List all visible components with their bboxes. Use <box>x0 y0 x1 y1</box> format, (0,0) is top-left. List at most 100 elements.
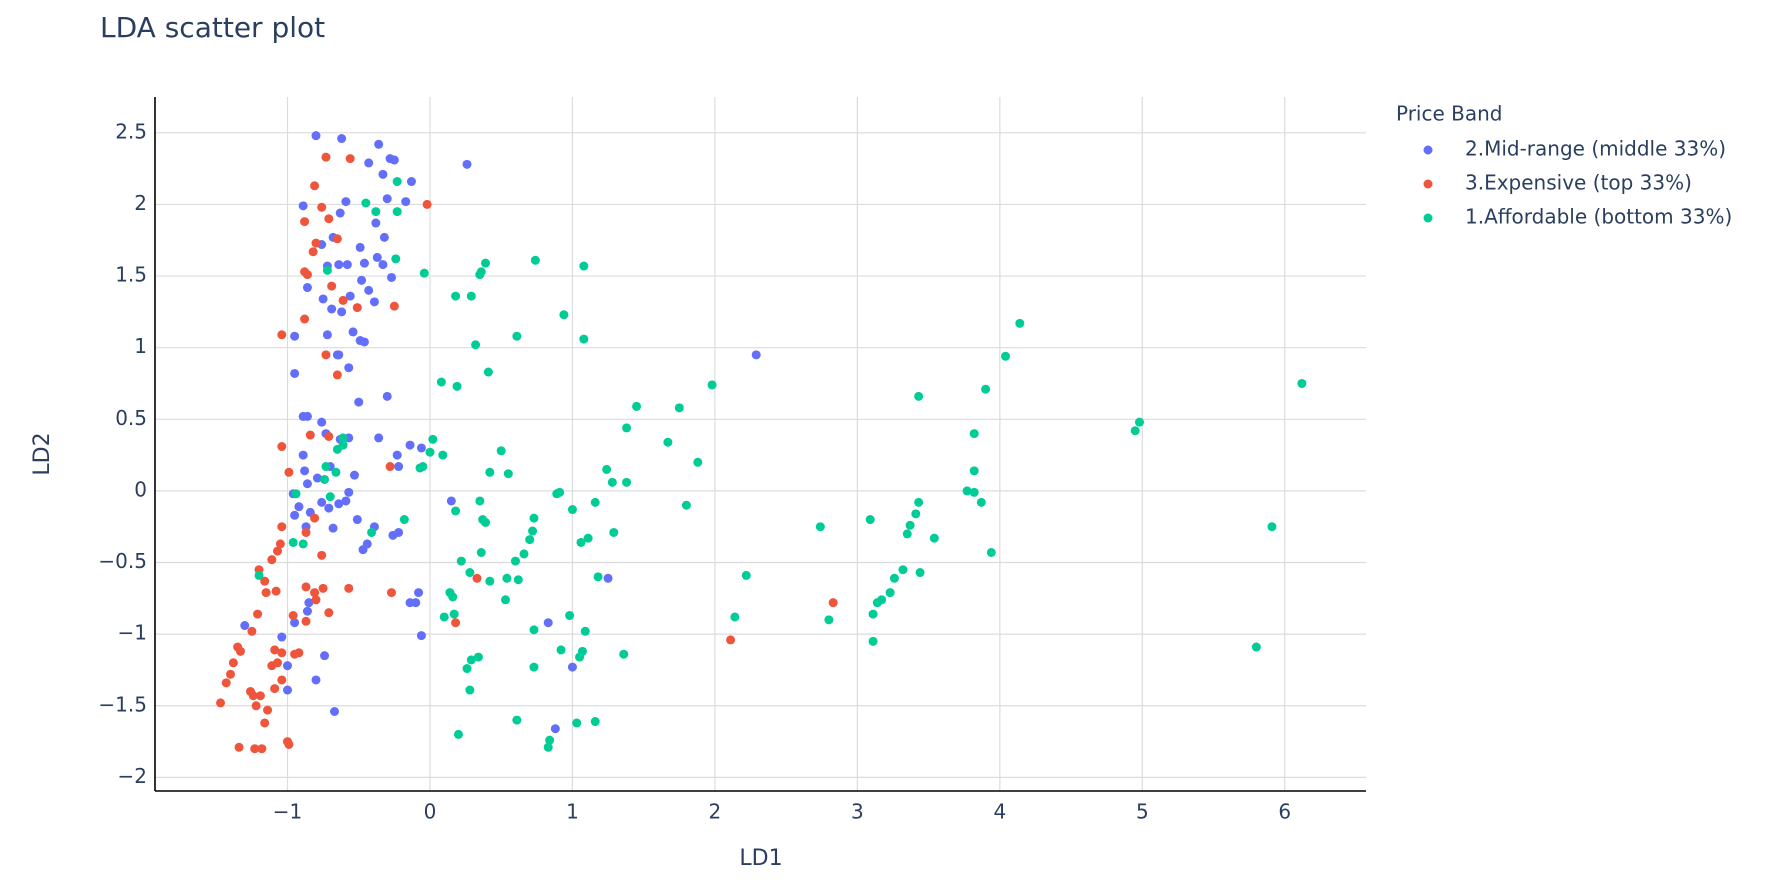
scatter-point <box>359 337 369 347</box>
scatter-point <box>308 247 318 257</box>
scatter-point <box>543 618 553 628</box>
scatter-point <box>475 496 485 506</box>
scatter-point <box>392 177 402 187</box>
scatter-point <box>389 301 399 311</box>
scatter-point <box>324 214 334 224</box>
scatter-point <box>321 462 331 472</box>
scatter-point <box>221 678 231 688</box>
scatter-point <box>263 705 273 715</box>
scatter-point <box>500 595 510 605</box>
scatter-point <box>1130 426 1140 436</box>
scatter-point <box>305 430 315 440</box>
scatter-point <box>905 520 915 530</box>
scatter-point <box>914 497 924 507</box>
scatter-point <box>247 626 257 636</box>
scatter-point <box>325 492 335 502</box>
scatter-point <box>471 340 481 350</box>
scatter-point <box>496 446 506 456</box>
scatter-point <box>576 537 586 547</box>
scatter-point <box>475 270 485 280</box>
scatter-point <box>451 618 461 628</box>
scatter-point <box>301 582 311 592</box>
scatter-point <box>593 572 603 582</box>
scatter-point <box>282 685 292 695</box>
scatter-point <box>528 526 538 536</box>
scatter-point <box>580 626 590 636</box>
scatter-point <box>302 283 312 293</box>
x-tick-label: 5 <box>1136 800 1149 824</box>
scatter-point <box>324 608 334 618</box>
scatter-point <box>466 291 476 301</box>
scatter-point <box>969 429 979 439</box>
scatter-point <box>422 199 432 209</box>
scatter-point <box>317 497 327 507</box>
x-axis-title: LD1 <box>739 846 782 871</box>
scatter-point <box>311 675 321 685</box>
scatter-point <box>872 598 882 608</box>
scatter-point <box>815 522 825 532</box>
scatter-point <box>512 331 522 341</box>
scatter-point <box>567 505 577 515</box>
scatter-point <box>726 635 736 645</box>
scatter-point <box>302 411 312 421</box>
y-tick-label: 0.5 <box>115 406 147 430</box>
scatter-point <box>290 510 300 520</box>
scatter-point <box>485 467 495 477</box>
scatter-point <box>476 548 486 558</box>
scatter-point <box>260 576 270 586</box>
scatter-point <box>324 431 334 441</box>
scatter-point <box>338 295 348 305</box>
scatter-point <box>446 496 456 506</box>
scatter-point <box>1015 318 1025 328</box>
scatter-point <box>378 260 388 270</box>
scatter-point <box>311 595 321 605</box>
scatter-point <box>391 254 401 264</box>
scatter-point <box>358 545 368 555</box>
scatter-point <box>416 443 426 453</box>
scatter-point <box>345 154 355 164</box>
scatter-point <box>414 588 424 598</box>
scatter-point <box>1297 378 1307 388</box>
scatter-point <box>327 281 337 291</box>
scatter-point <box>332 370 342 380</box>
y-tick-label: −2 <box>118 764 147 788</box>
scatter-point <box>337 307 347 317</box>
scatter-point <box>267 661 277 671</box>
scatter-point <box>344 363 354 373</box>
scatter-point <box>453 729 463 739</box>
scatter-point <box>352 515 362 525</box>
scatter-point <box>288 537 298 547</box>
scatter-point <box>529 513 539 523</box>
scatter-point <box>986 548 996 558</box>
scatter-point <box>609 527 619 537</box>
scatter-point <box>364 285 374 295</box>
scatter-point <box>255 691 265 701</box>
scatter-point <box>405 440 415 450</box>
scatter-point <box>301 616 311 626</box>
scatter-point <box>529 625 539 635</box>
scatter-point <box>322 330 332 340</box>
scatter-point <box>273 546 283 556</box>
scatter-point <box>322 265 332 275</box>
y-tick-label: 2 <box>134 191 147 215</box>
scatter-point <box>438 450 448 460</box>
scatter-point <box>294 648 304 658</box>
scatter-point <box>291 489 301 499</box>
scatter-point <box>674 403 684 413</box>
scatter-point <box>976 497 986 507</box>
scatter-point <box>361 198 371 208</box>
scatter-point <box>335 208 345 218</box>
scatter-point <box>525 535 535 545</box>
scatter-point <box>317 550 327 560</box>
scatter-point <box>392 207 402 217</box>
scatter-point <box>603 573 613 583</box>
scatter-point <box>345 291 355 301</box>
scatter-point <box>911 509 921 519</box>
scatter-point <box>411 598 421 608</box>
scatter-point <box>415 463 425 473</box>
scatter-point <box>344 487 354 497</box>
scatter-point <box>552 489 562 499</box>
scatter-point <box>348 327 358 337</box>
scatter-point <box>529 662 539 672</box>
